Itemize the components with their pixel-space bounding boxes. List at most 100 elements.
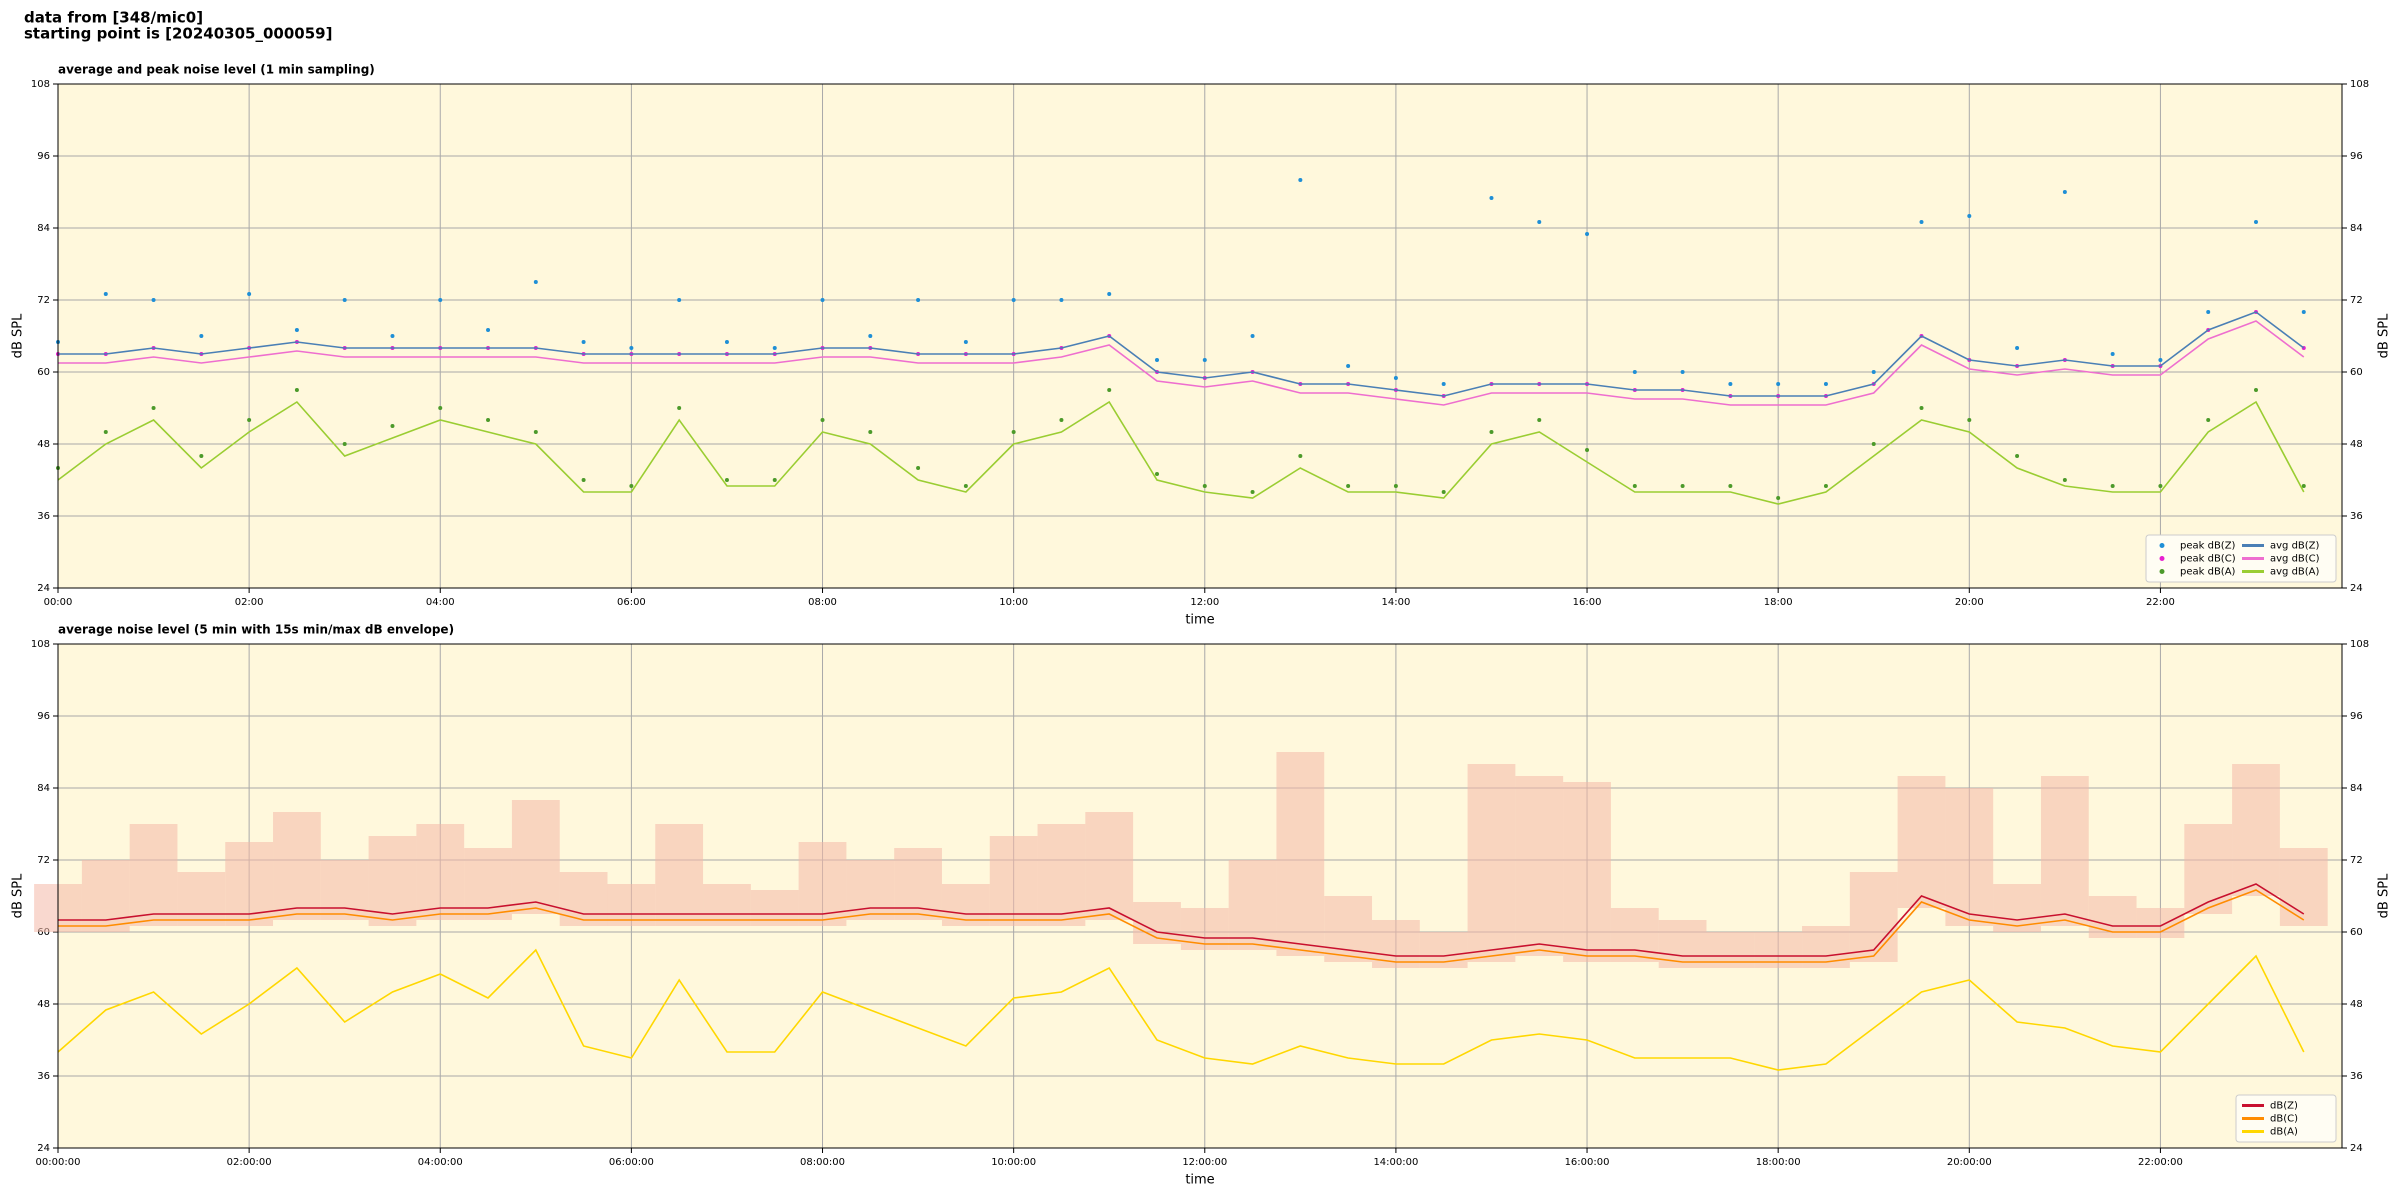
data-point — [2015, 346, 2020, 350]
legend-label: dB(C) — [2270, 1114, 2298, 1125]
envelope-band — [1897, 776, 1946, 908]
y-tick-label: 24 — [2350, 1143, 2363, 1154]
envelope-band — [989, 836, 1038, 926]
data-point — [1823, 382, 1828, 386]
data-point — [486, 328, 491, 332]
envelope-band — [2136, 908, 2185, 938]
y-tick-label: 108 — [2350, 639, 2369, 650]
y-tick-label: 60 — [37, 367, 50, 378]
data-point — [916, 298, 921, 302]
x-tick-label: 20:00 — [1955, 597, 1984, 608]
y-tick-label: 72 — [2350, 855, 2363, 866]
data-line — [58, 883, 2305, 957]
data-point — [2206, 418, 2211, 422]
data-point — [1202, 484, 1207, 488]
envelope-band — [1133, 902, 1181, 944]
envelope-band — [2040, 776, 2089, 926]
data-point — [199, 454, 204, 458]
y-tick-label: 36 — [2350, 1071, 2363, 1082]
data-point — [1011, 298, 1016, 302]
x-tick-label: 08:00:00 — [800, 1157, 845, 1168]
data-point — [1776, 382, 1781, 386]
y-tick-label: 72 — [37, 855, 50, 866]
y-tick-label: 84 — [37, 783, 50, 794]
y-tick-label: 84 — [2350, 223, 2363, 234]
y-tick-label: 96 — [2350, 151, 2363, 162]
x-tick-label: 12:00 — [1190, 597, 1219, 608]
envelope-band — [368, 836, 417, 926]
data-point — [1154, 358, 1159, 362]
data-point — [772, 346, 777, 350]
x-tick-label: 00:00:00 — [36, 1157, 81, 1168]
x-tick-label: 16:00:00 — [1565, 1157, 1610, 1168]
envelope-band — [894, 848, 942, 920]
data-point — [390, 334, 395, 338]
x-tick-label: 02:00 — [235, 597, 264, 608]
data-point — [1441, 490, 1446, 494]
data-point — [199, 334, 204, 338]
envelope-band — [941, 884, 990, 926]
data-line — [58, 889, 2305, 963]
data-point — [868, 430, 873, 434]
data-point — [1967, 214, 1972, 218]
envelope-band — [1037, 824, 1086, 926]
envelope-band — [1563, 782, 1611, 962]
x-tick-label: 14:00 — [1381, 597, 1410, 608]
data-point — [2062, 190, 2067, 194]
data-point — [1298, 454, 1303, 458]
data-point — [1393, 376, 1398, 380]
y-tick-label: 108 — [31, 79, 50, 90]
data-point — [1346, 484, 1351, 488]
envelope-band — [2232, 764, 2280, 896]
envelope-band — [1515, 776, 1564, 956]
data-point — [103, 292, 108, 296]
data-line — [57, 400, 2305, 505]
data-point — [1202, 358, 1207, 362]
envelope-band — [2184, 824, 2233, 914]
data-point — [247, 418, 252, 422]
data-point — [1250, 334, 1255, 338]
y-tick-label: 60 — [37, 927, 50, 938]
y-tick-label: 96 — [2350, 711, 2363, 722]
data-point — [1250, 490, 1255, 494]
x-tick-label: 10:00:00 — [991, 1157, 1036, 1168]
data-line — [57, 948, 2305, 1071]
data-point — [677, 298, 682, 302]
data-point — [2206, 310, 2211, 314]
y-tick-label: 24 — [2350, 583, 2363, 594]
data-point — [820, 298, 825, 302]
data-point — [533, 430, 538, 434]
x-tick-label: 04:00 — [426, 597, 455, 608]
envelope-band — [273, 812, 321, 920]
data-point — [820, 418, 825, 422]
envelope-band — [81, 860, 130, 932]
y-tick-label: 36 — [37, 511, 50, 522]
data-point — [1632, 484, 1637, 488]
data-point — [2015, 454, 2020, 458]
x-tick-label: 04:00:00 — [418, 1157, 463, 1168]
data-point — [1346, 364, 1351, 368]
envelope-band — [1276, 752, 1325, 956]
data-point — [486, 418, 491, 422]
envelope-band — [1467, 764, 1516, 962]
data-point — [1919, 220, 1924, 224]
data-point — [1680, 370, 1685, 374]
data-point — [1489, 196, 1494, 200]
chart-title: average and peak noise level (1 min samp… — [58, 63, 375, 77]
x-tick-label: 08:00 — [808, 597, 837, 608]
data-point — [677, 406, 682, 410]
legend-label: dB(A) — [2270, 1127, 2298, 1138]
y-tick-label: 96 — [37, 711, 50, 722]
envelope-band — [511, 800, 560, 914]
envelope-band — [1802, 926, 1850, 968]
data-point — [1107, 292, 1112, 296]
envelope-band — [2279, 848, 2328, 926]
data-point — [1059, 298, 1064, 302]
data-point — [629, 484, 634, 488]
data-point — [1298, 178, 1303, 182]
data-point — [1585, 232, 1590, 236]
data-point — [963, 484, 968, 488]
y-tick-label: 72 — [2350, 295, 2363, 306]
envelope-band — [464, 848, 512, 920]
